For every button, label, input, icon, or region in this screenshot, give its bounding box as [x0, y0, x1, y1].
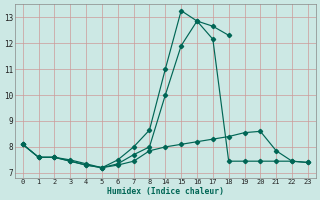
X-axis label: Humidex (Indice chaleur): Humidex (Indice chaleur): [107, 187, 224, 196]
